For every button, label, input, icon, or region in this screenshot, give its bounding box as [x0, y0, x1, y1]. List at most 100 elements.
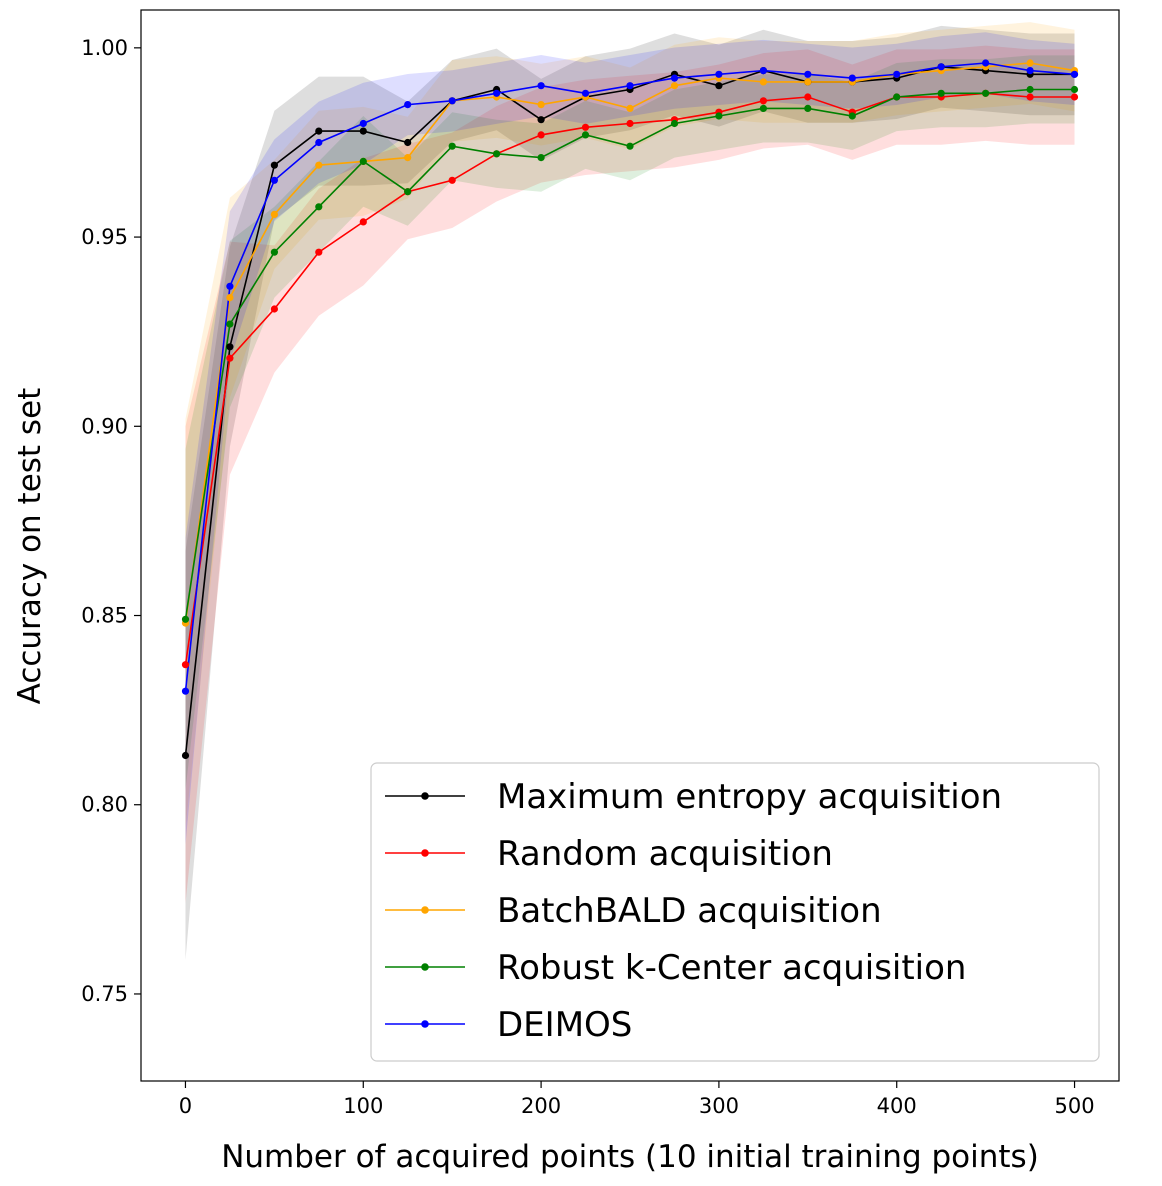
point-random-acquisition-350	[804, 93, 812, 101]
point-batchbald-acquisition-125	[404, 154, 412, 162]
point-deimos-100	[359, 119, 367, 128]
point-robust-k-center-acquisition-50	[270, 248, 278, 256]
point-maximum-entropy-acquisition-50	[270, 161, 278, 169]
point-random-acquisition-325	[759, 97, 768, 105]
point-random-acquisition-75	[315, 248, 323, 256]
point-robust-k-center-acquisition-150	[448, 142, 456, 150]
legend-label: Robust k-Center acquisition	[497, 948, 966, 988]
point-deimos-475	[1026, 67, 1034, 75]
legend-swatch-marker	[421, 963, 429, 971]
y-tick-label: 0.80	[81, 793, 128, 817]
point-maximum-entropy-acquisition-0	[181, 751, 190, 760]
y-tick-label: 0.85	[81, 604, 128, 628]
legend-label: BatchBALD acquisition	[497, 891, 882, 931]
point-robust-k-center-acquisition-75	[315, 203, 323, 211]
point-maximum-entropy-acquisition-125	[404, 138, 412, 147]
plot-frame	[140, 9, 1120, 1082]
legend-item-deimos: DEIMOS	[385, 1005, 632, 1045]
point-robust-k-center-acquisition-275	[670, 119, 679, 128]
point-maximum-entropy-acquisition-200	[537, 116, 545, 124]
point-robust-k-center-acquisition-325	[759, 104, 768, 112]
legend-label: Maximum entropy acquisition	[497, 777, 1002, 817]
point-batchbald-acquisition-25	[226, 294, 234, 302]
point-deimos-75	[315, 138, 323, 147]
point-deimos-275	[670, 74, 679, 82]
point-deimos-225	[581, 89, 590, 97]
point-random-acquisition-150	[448, 176, 456, 184]
y-tick-label: 1.00	[81, 36, 128, 60]
point-random-acquisition-25	[226, 354, 234, 362]
point-robust-k-center-acquisition-450	[982, 89, 990, 97]
point-random-acquisition-50	[270, 305, 278, 313]
y-axis-ticks: 0.75 0.80 0.85 0.90 0.95 1.00	[81, 36, 141, 1006]
y-axis-label: Accuracy on test set	[12, 388, 48, 705]
point-deimos-175	[493, 89, 501, 97]
point-robust-k-center-acquisition-400	[893, 93, 901, 101]
x-axis-ticks: 0 100 200 300 400 500	[179, 1081, 1095, 1118]
point-deimos-350	[804, 70, 812, 78]
x-tick-label: 400	[877, 1094, 917, 1118]
point-deimos-400	[893, 70, 901, 78]
point-robust-k-center-acquisition-100	[359, 157, 367, 165]
point-batchbald-acquisition-350	[804, 78, 812, 86]
x-tick-label: 200	[521, 1094, 561, 1118]
point-robust-k-center-acquisition-25	[226, 320, 234, 328]
legend-swatch-marker	[421, 906, 429, 914]
band-random-acquisition	[185, 45, 1075, 904]
point-batchbald-acquisition-50	[270, 210, 278, 218]
point-maximum-entropy-acquisition-75	[315, 127, 323, 135]
point-deimos-375	[848, 74, 856, 82]
point-deimos-50	[270, 176, 278, 184]
x-axis-label: Number of acquired points (10 initial tr…	[221, 1139, 1039, 1175]
point-maximum-entropy-acquisition-300	[715, 82, 723, 90]
point-batchbald-acquisition-475	[1026, 59, 1034, 67]
legend-swatch-marker	[421, 849, 429, 857]
point-robust-k-center-acquisition-425	[937, 89, 945, 97]
point-maximum-entropy-acquisition-25	[226, 343, 234, 351]
y-tick-label: 0.95	[81, 225, 128, 249]
x-tick-label: 100	[343, 1094, 383, 1118]
point-random-acquisition-200	[537, 131, 545, 139]
point-robust-k-center-acquisition-300	[715, 112, 723, 120]
point-deimos-250	[626, 82, 634, 90]
point-robust-k-center-acquisition-175	[493, 150, 501, 158]
point-deimos-450	[982, 59, 990, 67]
point-maximum-entropy-acquisition-100	[359, 127, 367, 135]
point-robust-k-center-acquisition-500	[1070, 85, 1079, 94]
point-deimos-0	[181, 687, 190, 695]
legend-item-maximum-entropy-acquisition: Maximum entropy acquisition	[385, 777, 1002, 817]
point-batchbald-acquisition-275	[670, 82, 679, 90]
point-deimos-325	[759, 67, 768, 75]
point-deimos-125	[404, 101, 412, 109]
legend-item-batchbald-acquisition: BatchBALD acquisition	[385, 891, 882, 931]
legend-item-random-acquisition: Random acquisition	[385, 834, 833, 874]
point-deimos-300	[715, 70, 723, 78]
x-tick-label: 300	[699, 1094, 739, 1118]
y-tick-label: 0.90	[81, 414, 128, 438]
legend-swatch-marker	[421, 792, 429, 800]
point-robust-k-center-acquisition-350	[804, 104, 812, 112]
legend-box	[370, 762, 1100, 1062]
series-markers	[181, 59, 1079, 760]
legend-label: Random acquisition	[497, 834, 833, 874]
legend-items: Maximum entropy acquisition Random acquis…	[385, 777, 1002, 1045]
x-tick-label: 0	[179, 1094, 192, 1118]
legend-swatch-marker	[421, 1020, 429, 1028]
x-tick-label: 500	[1054, 1094, 1094, 1118]
point-robust-k-center-acquisition-375	[848, 112, 856, 120]
point-robust-k-center-acquisition-200	[537, 154, 545, 162]
point-batchbald-acquisition-75	[315, 161, 323, 169]
band-maximum-entropy-acquisition	[185, 25, 1075, 960]
point-random-acquisition-0	[181, 661, 190, 669]
point-robust-k-center-acquisition-225	[581, 131, 590, 139]
point-random-acquisition-500	[1070, 93, 1079, 101]
point-robust-k-center-acquisition-0	[181, 615, 190, 623]
point-deimos-500	[1070, 70, 1079, 78]
point-deimos-150	[448, 97, 456, 105]
legend-item-robust-k-center-acquisition: Robust k-Center acquisition	[385, 948, 966, 988]
point-batchbald-acquisition-200	[537, 101, 545, 109]
point-deimos-425	[937, 63, 945, 71]
point-batchbald-acquisition-250	[626, 104, 634, 112]
point-random-acquisition-100	[359, 218, 367, 226]
